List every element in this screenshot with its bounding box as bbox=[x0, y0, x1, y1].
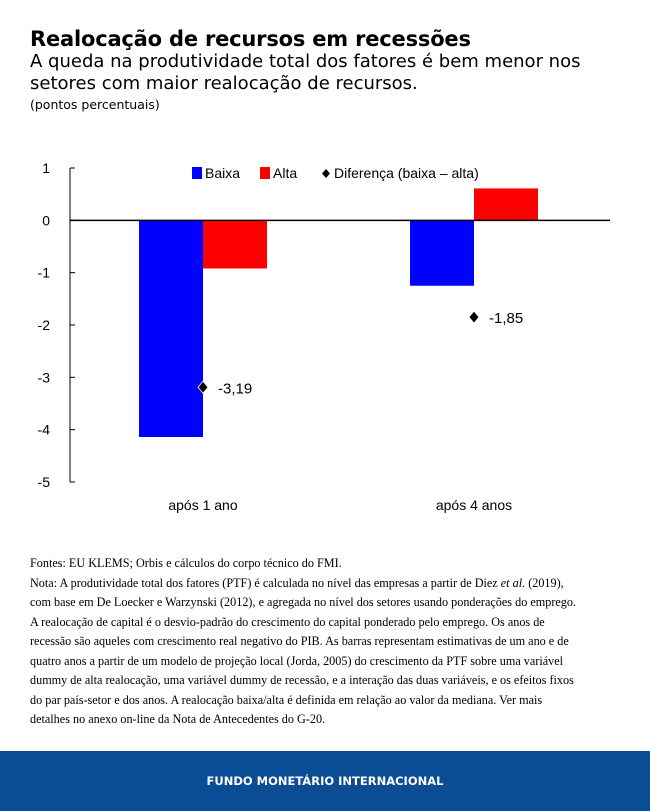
x-tick-label: após 4 anos bbox=[436, 497, 512, 513]
sources-text: Fontes: EU KLEMS; Orbis e cálculos do co… bbox=[30, 556, 342, 570]
difference-marker bbox=[468, 310, 480, 324]
note-italic: et al. bbox=[500, 575, 526, 590]
legend-swatch-alta bbox=[260, 167, 270, 179]
note-text: (2019), bbox=[525, 575, 564, 590]
note-line: com base em De Loecker e Warzynski (2012… bbox=[30, 595, 577, 609]
legend-diamond-icon bbox=[322, 169, 330, 178]
bar-baixa bbox=[139, 220, 203, 437]
bar-alta bbox=[203, 220, 267, 269]
note-line: A realocação de capital é o desvio-padrã… bbox=[30, 614, 545, 629]
difference-label: -1,85 bbox=[489, 310, 523, 327]
legend-swatch-baixa bbox=[192, 167, 202, 179]
notes: Fontes: EU KLEMS; Orbis e cálculos do co… bbox=[30, 554, 576, 730]
note-line: detalhes no anexo on-line da Nota de Ant… bbox=[30, 712, 326, 726]
legend-label-diferenca: Diferença (baixa – alta) bbox=[334, 165, 479, 181]
note-line: recessão são aqueles com crescimento rea… bbox=[30, 634, 569, 648]
bar-alta bbox=[474, 188, 538, 221]
legend-label-baixa: Baixa bbox=[205, 165, 240, 181]
note-text: Nota: A produtividade total dos fatores … bbox=[30, 575, 501, 590]
note-line: dummy de alta realocação, uma variável d… bbox=[30, 673, 574, 687]
y-tick-label: 0 bbox=[42, 212, 50, 228]
difference-label: -3,19 bbox=[218, 380, 252, 397]
note-line: Nota: A produtividade total dos fatores … bbox=[30, 574, 576, 594]
y-tick-label: 1 bbox=[42, 160, 50, 176]
y-tick-label: -5 bbox=[38, 474, 51, 490]
bar-chart: 1 0 -1 -2 -3 -4 -5 -3,19 após 1 ano -1,85 após 4 a… bbox=[38, 160, 610, 513]
legend-label-alta: Alta bbox=[273, 165, 297, 181]
chart-title: Realocação de recursos em recessões bbox=[30, 27, 471, 51]
x-tick-label: após 1 ano bbox=[168, 497, 237, 513]
note-line: do par país-setor e dos anos. A realocaç… bbox=[30, 692, 543, 707]
footer-text: FUNDO MONETÁRIO INTERNACIONAL bbox=[206, 774, 444, 788]
footer-banner: FUNDO MONETÁRIO INTERNACIONAL bbox=[0, 751, 650, 811]
y-tick-label: -3 bbox=[38, 369, 51, 385]
chart-subtitle: A queda na produtividade total dos fator… bbox=[30, 51, 581, 94]
y-tick-label: -2 bbox=[38, 317, 51, 333]
bar-baixa bbox=[410, 220, 474, 286]
units-label: (pontos percentuais) bbox=[30, 97, 160, 112]
difference-marker bbox=[197, 380, 209, 394]
y-tick-label: -4 bbox=[38, 422, 51, 438]
y-tick-label: -1 bbox=[38, 265, 51, 281]
note-line: quatro anos a partir de um modelo de pro… bbox=[30, 653, 564, 668]
